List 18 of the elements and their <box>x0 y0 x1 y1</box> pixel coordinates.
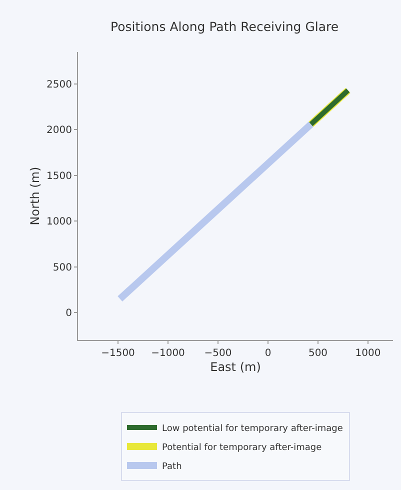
y-tick-label: 500 <box>52 262 72 274</box>
legend-label: Low potential for temporary after-image <box>162 424 344 434</box>
x-tick-label: 0 <box>264 348 272 359</box>
x-tick-label: −1500 <box>101 348 135 359</box>
x-tick-label: 1000 <box>355 348 381 359</box>
y-tick-label: 2000 <box>46 125 72 136</box>
legend-label: Potential for temporary after-image <box>162 443 322 454</box>
x-axis-title: East (m) <box>210 360 261 374</box>
y-axis-title: North (m) <box>28 166 42 226</box>
y-tick-label: 2500 <box>46 80 72 90</box>
x-tick-label: −1000 <box>151 348 185 359</box>
x-tick-label: 500 <box>308 348 328 359</box>
y-tick-label: 0 <box>66 308 72 320</box>
x-tick-label: −500 <box>204 348 232 359</box>
chart-title: Positions Along Path Receiving Glare <box>110 18 339 34</box>
y-tick-label: 1000 <box>46 216 72 228</box>
y-tick-label: 1500 <box>46 170 72 182</box>
legend-label: Path <box>162 462 182 472</box>
